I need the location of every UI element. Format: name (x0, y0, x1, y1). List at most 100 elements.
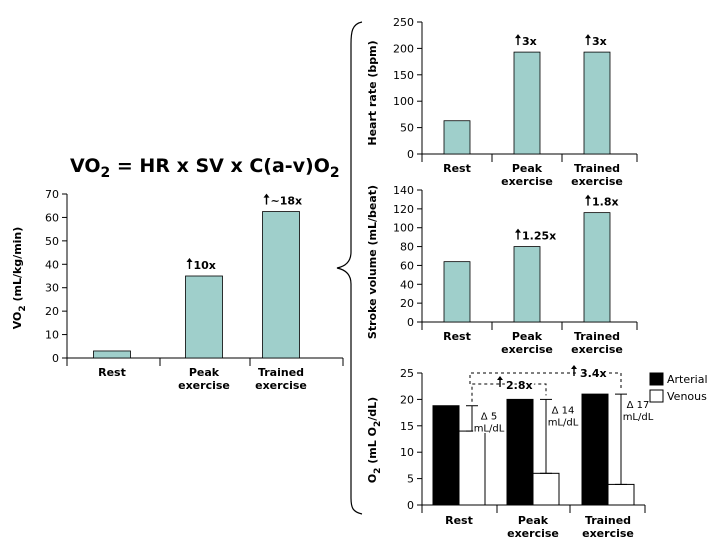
sv-up-arrow-head (515, 228, 521, 233)
o2-legend-label: Arterial (667, 373, 708, 386)
sv-category-label-line: Rest (443, 330, 471, 343)
o2-delta-label-line: mL/dL (623, 412, 654, 423)
o2-delta-bracket (615, 393, 627, 485)
hr-y-tick-label: 0 (407, 148, 414, 161)
o2-category-label-line: exercise (507, 527, 559, 540)
sv-category-label: Rest (443, 330, 471, 343)
o2-delta-label-line: mL/dL (474, 424, 505, 435)
hr-y-tick-label: 150 (393, 69, 414, 82)
hr-y-tick-label: 100 (393, 95, 414, 108)
vo2-up-arrow-head (186, 258, 193, 262)
hr-category-label-line: Peak (512, 162, 543, 175)
sv-y-tick-label: 120 (393, 203, 414, 216)
hr-annotation: 3x (522, 35, 537, 48)
o2-bar-venous (532, 472, 560, 506)
hr-category-label-line: Trained (574, 162, 620, 175)
vo2-category-label-line: exercise (178, 379, 230, 392)
o2-bar-arterial (581, 393, 609, 506)
o2-category-label: Peak exercise (507, 514, 559, 540)
o2-y-axis-label-part: O (366, 474, 379, 483)
vo2-y-tick-label: 30 (45, 282, 59, 295)
vo2-y-tick-label: 10 (45, 329, 59, 342)
sv-category-label-line: exercise (571, 343, 623, 356)
sv-up-arrow (585, 194, 591, 206)
o2-category-label-line: Trained (585, 514, 631, 527)
o2-delta-label: Δ 14 mL/dL (548, 405, 579, 428)
o2-legend-swatch-arterial (649, 372, 664, 386)
vo2-y-tick-label: 20 (45, 305, 59, 318)
o2-category-label-line: exercise (582, 527, 634, 540)
vo2-category-label-line: Trained (258, 366, 304, 379)
o2-y-tick-label: 5 (407, 473, 414, 486)
sv-category-label: Trained exercise (571, 330, 623, 356)
equation-vo-subscript: 2 (101, 165, 111, 181)
vo2-y-tick-label: 60 (45, 211, 59, 224)
vo2-category-label-line: Rest (98, 366, 126, 379)
sv-y-tick-label: 100 (393, 222, 414, 235)
hr-category-label: Trained exercise (571, 162, 623, 188)
vo2-category-label: Peak exercise (178, 366, 230, 392)
o2-y-tick-label: 0 (407, 499, 414, 512)
hr-y-tick-label: 200 (393, 42, 414, 55)
o2-delta-label-line: Δ 14 (552, 405, 575, 416)
sv-y-tick-label: 60 (400, 259, 414, 272)
hr-category-label-line: exercise (501, 175, 553, 188)
equation-title: VO2 = HR x SV x C(a-v)O2 (70, 155, 340, 181)
hr-up-arrow (515, 34, 521, 46)
vo2-bar (93, 350, 131, 359)
o2-bar-venous (458, 430, 486, 506)
sv-annotation: 1.8x (592, 196, 619, 209)
sv-y-tick-label: 40 (400, 278, 414, 291)
sv-bar (513, 246, 541, 323)
o2-category-label: Rest (445, 514, 473, 527)
equation-o2-subscript: 2 (330, 165, 340, 181)
vo2-category-label-line: Peak (189, 366, 220, 379)
sv-category-label-line: exercise (501, 343, 553, 356)
vo2-y-axis-label: VO2 (mL/kg/min) (11, 227, 28, 330)
vo2-bar (262, 211, 300, 359)
vo2-up-arrow-head (263, 193, 270, 198)
equation-vo: VO (70, 155, 101, 177)
hr-y-tick-label: 50 (400, 122, 414, 135)
o2-y-axis-label-part: /dL) (366, 397, 379, 421)
sv-y-tick-label: 140 (393, 184, 414, 197)
o2-y-axis-label-part: 2 (373, 421, 383, 427)
vo2-y-axis-label-part: VO (11, 312, 24, 330)
o2-y-tick-label: 15 (400, 420, 414, 433)
sv-y-tick-label: 20 (400, 297, 414, 310)
hr-bar (443, 120, 471, 155)
hr-up-arrow (585, 34, 591, 46)
grouping-brace (336, 21, 363, 515)
hr-up-arrow-head (585, 34, 591, 39)
vo2-y-axis-label-part: 2 (18, 305, 28, 311)
o2-bar-arterial (432, 405, 460, 506)
o2-y-axis-label-part: 2 (373, 468, 383, 474)
hr-category-label: Peak exercise (501, 162, 553, 188)
vo2-up-arrow (186, 258, 193, 269)
o2-delta-label-line: Δ 17 (627, 400, 650, 411)
sv-up-arrow (515, 228, 521, 240)
o2-delta-label-line: mL/dL (548, 417, 579, 428)
o2-y-tick-label: 25 (400, 367, 414, 380)
vo2-bar (185, 275, 223, 359)
hr-bar (513, 51, 541, 155)
hr-up-arrow-head (515, 34, 521, 39)
o2-bar-arterial (506, 398, 534, 506)
vo2-y-tick-label: 40 (45, 258, 59, 271)
hr-annotation: 3x (592, 35, 607, 48)
vo2-y-tick-label: 70 (45, 188, 59, 201)
o2-delta-label: Δ 17 mL/dL (623, 400, 654, 423)
o2-comparison-arrow-head (497, 376, 503, 380)
o2-delta-bracket (540, 398, 552, 474)
o2-y-axis-label: O2 (mL O2/dL) (366, 397, 383, 483)
hr-bar (583, 51, 611, 155)
o2-category-label: Trained exercise (582, 514, 634, 540)
o2-y-tick-label: 10 (400, 446, 414, 459)
o2-comparison-label: 3.4x (580, 367, 607, 380)
vo2-category-label: Trained exercise (255, 366, 307, 392)
o2-category-label-line: Rest (445, 514, 473, 527)
vo2-y-axis-label-part: (mL/kg/min) (11, 227, 24, 306)
o2-comparison-arrow (497, 376, 503, 387)
